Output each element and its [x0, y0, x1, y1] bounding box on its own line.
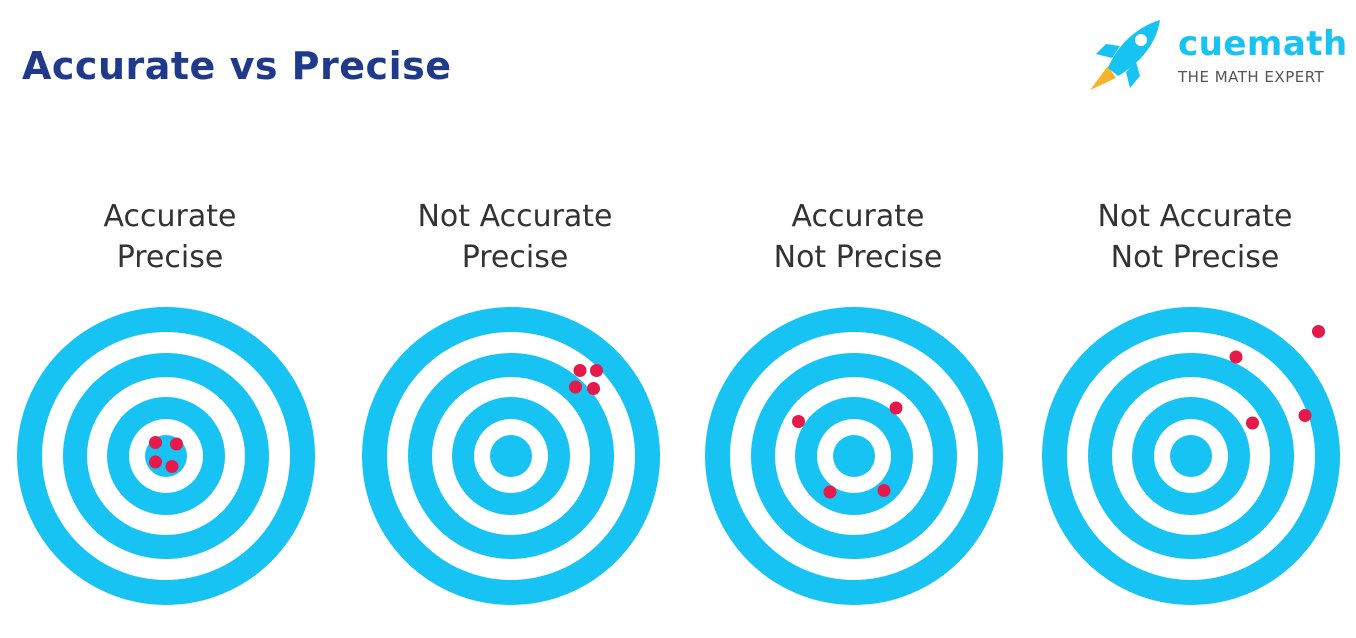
label-line1: Accurate [103, 199, 237, 234]
target-ring [1170, 435, 1212, 477]
logo-name: cuemath [1178, 24, 1348, 64]
label-line1: Not Accurate [417, 199, 613, 234]
target-1 [17, 307, 315, 605]
page-title: Accurate vs Precise [22, 44, 452, 88]
hit-dot [149, 455, 162, 469]
target-label: Not Accurate Precise [345, 196, 685, 278]
label-line1: Not Accurate [1097, 199, 1293, 234]
target-label: Accurate Not Precise [688, 196, 1028, 278]
label-line2: Not Precise [1110, 240, 1280, 275]
target-3 [705, 307, 1003, 605]
rocket-flame [1090, 66, 1116, 90]
target-ring [833, 435, 875, 477]
hit-dot [170, 437, 183, 451]
rocket-window [1135, 34, 1147, 46]
hit-dot [587, 382, 600, 395]
label-line1: Accurate [791, 199, 925, 234]
hit-dot [1312, 325, 1325, 338]
rocket-body [1108, 20, 1160, 76]
label-line2: Precise [116, 240, 224, 275]
hit-dot [823, 485, 837, 499]
target-panel-3: Accurate Not Precise [688, 196, 1028, 616]
target-4 [1042, 307, 1340, 605]
target-label: Not Accurate Not Precise [1025, 196, 1356, 278]
target-ring [490, 435, 532, 477]
hit-dot [889, 401, 903, 415]
hit-dot [149, 436, 162, 449]
target-panel-2: Not Accurate Precise [345, 196, 685, 616]
cuemath-logo: cuemath THE MATH EXPERT [1086, 18, 1348, 96]
label-line2: Precise [461, 240, 569, 275]
hit-dot [569, 380, 582, 394]
logo-tagline: THE MATH EXPERT [1178, 68, 1325, 86]
rocket-icon [1090, 20, 1160, 90]
target-panel-4: Not Accurate Not Precise [1025, 196, 1356, 616]
hit-dot [877, 484, 891, 497]
target-panel-1: Accurate Precise [0, 196, 340, 616]
label-line2: Not Precise [773, 240, 943, 275]
hit-dot [1298, 409, 1312, 422]
rocket-fin-right [1126, 62, 1140, 88]
hit-dot [165, 460, 179, 473]
hit-dot [1229, 350, 1243, 364]
hit-dot [573, 364, 587, 377]
hit-dot [590, 364, 603, 377]
target-label: Accurate Precise [0, 196, 340, 278]
hit-dot [1246, 416, 1259, 430]
rocket-fin-left [1096, 44, 1120, 58]
hit-dot [792, 415, 805, 428]
target-2 [362, 307, 660, 605]
